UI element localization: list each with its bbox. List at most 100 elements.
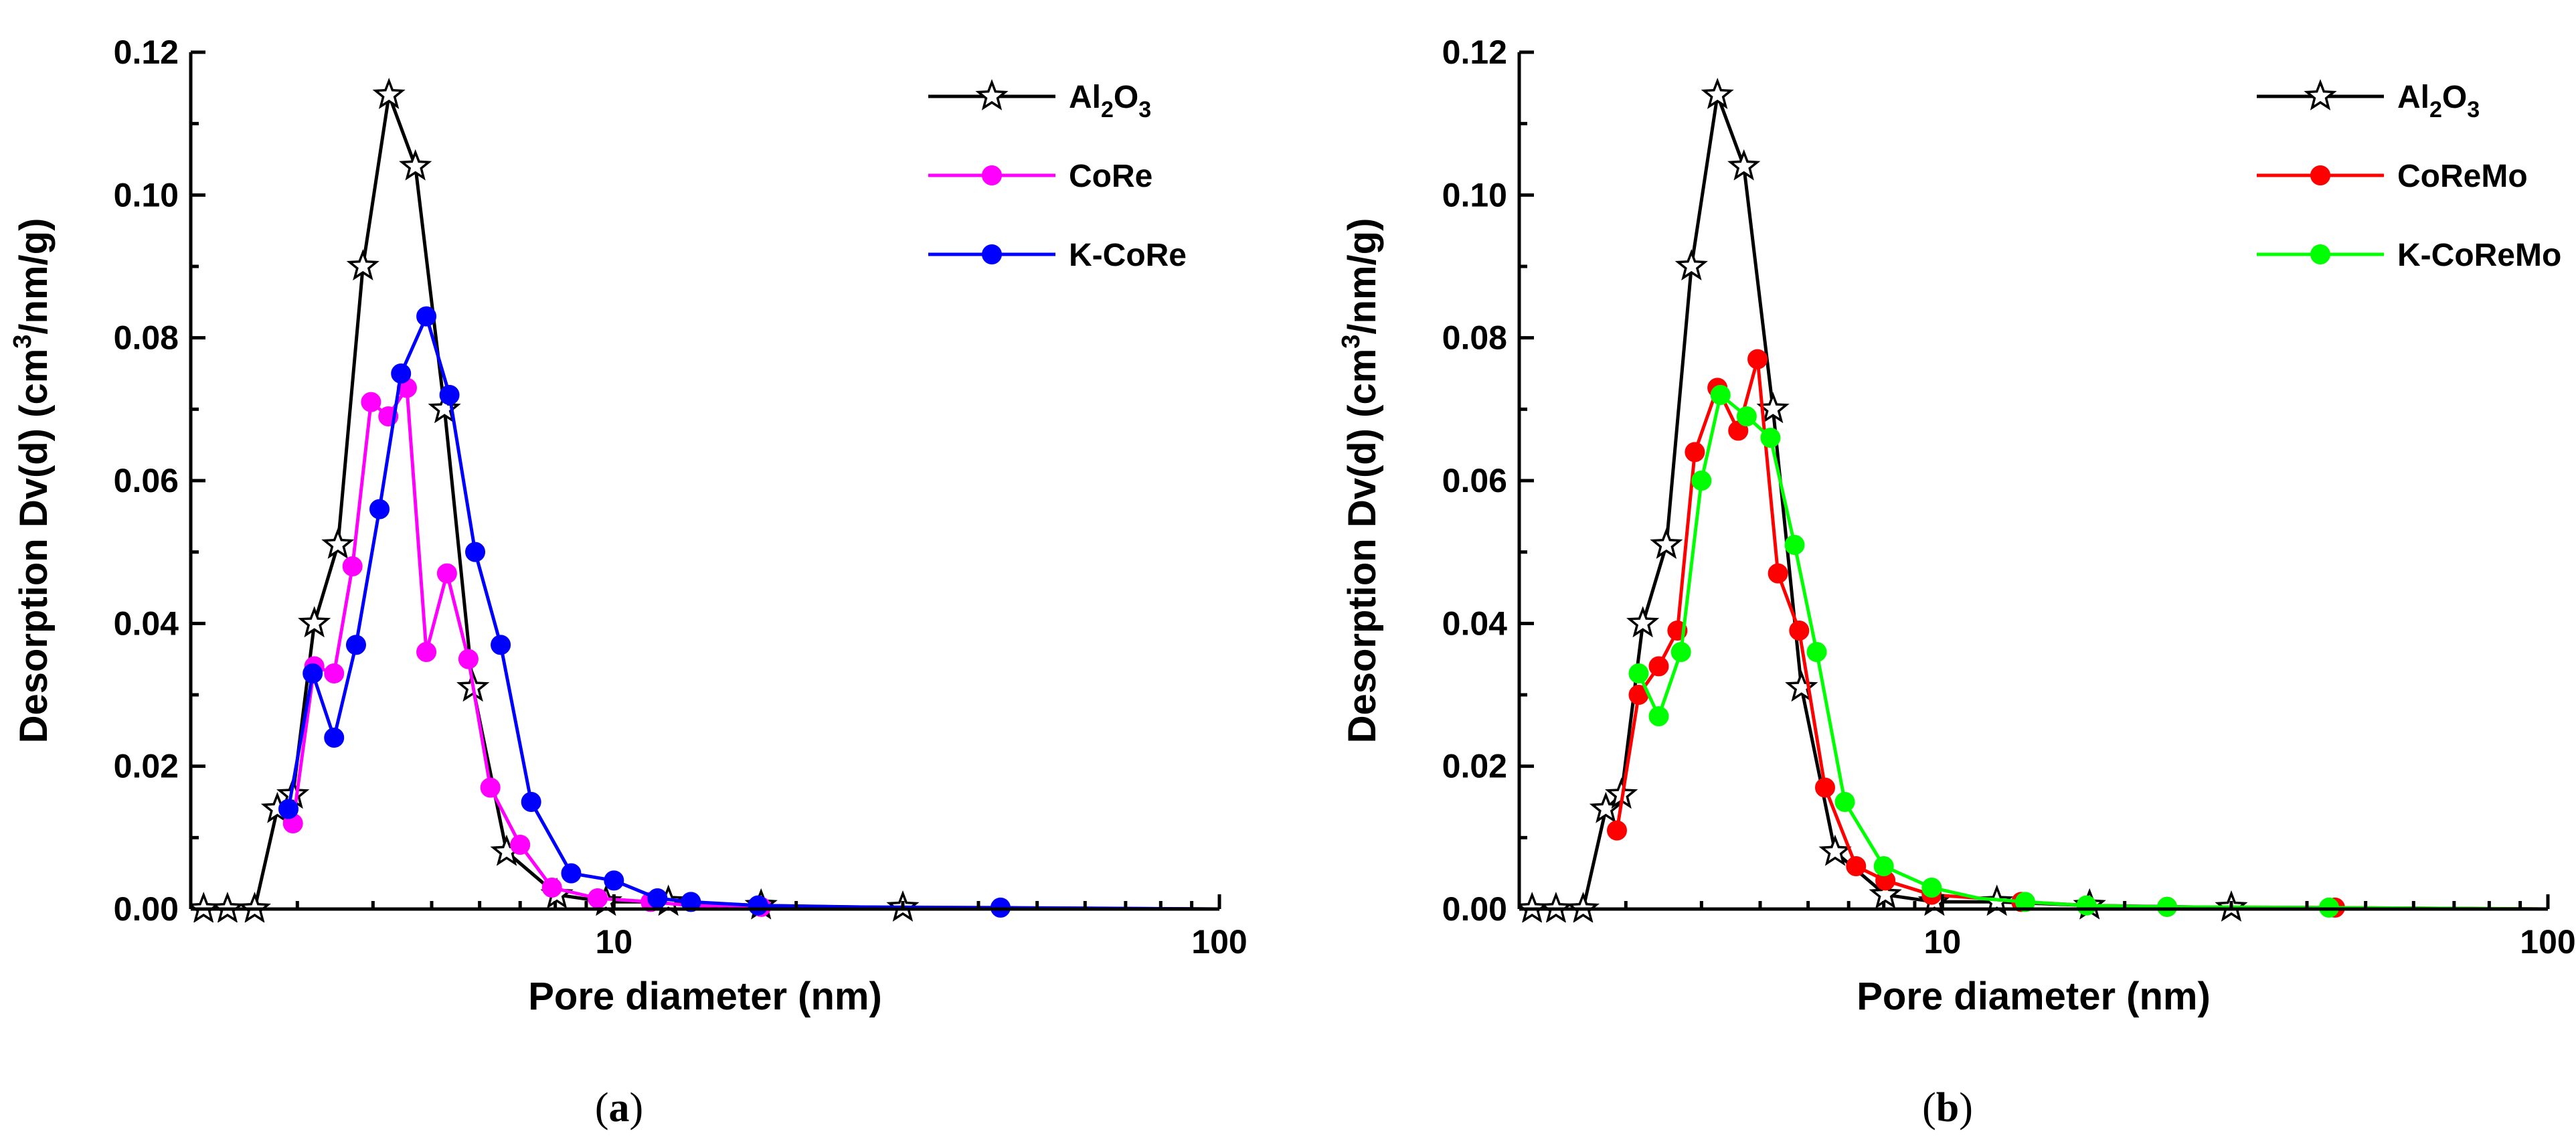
data-point-k-core [521,792,541,812]
data-point-k-coremo [1670,642,1691,662]
x-axis-title: Pore diameter (nm) [1857,975,2211,1018]
data-point-core [436,563,457,584]
series-line-k-coremo [1637,393,2548,911]
series-core [282,378,1219,917]
legend-label: CoRe [1069,159,1152,194]
x-tick-label: 10 [596,923,633,961]
y-tick-label: 0.00 [1442,890,1507,928]
data-point-coremo [1606,820,1627,841]
data-point-k-coremo [1834,792,1855,812]
data-point-k-core [278,799,298,819]
data-point-k-coremo [1784,535,1805,555]
y-tick-label: 0.12 [1442,33,1507,71]
data-point-al2o3 [1626,606,1660,638]
data-point-core [416,642,437,662]
legend-label: Al2O3 [1069,80,1151,122]
y-tick-label: 0.12 [114,33,179,71]
data-point-k-core [604,870,624,891]
legend-item-al2o3: Al2O3 [928,79,1151,122]
y-tick-label: 0.04 [1442,604,1508,642]
data-point-k-coremo [1710,385,1731,405]
data-point-k-coremo [1691,471,1712,491]
data-point-k-core [647,888,668,908]
data-point-al2o3 [428,392,461,424]
data-point-core [510,835,531,855]
data-point-k-core [416,306,437,327]
panel-label: (a) [595,1085,643,1131]
data-point-core [541,878,562,898]
series-line-al2o3 [1532,93,2548,911]
data-point-al2o3 [1727,149,1761,181]
y-tick-label: 0.10 [114,176,179,214]
legend-marker [975,79,1009,110]
data-point-coremo [1768,563,1788,584]
data-point-k-coremo [1806,642,1827,662]
series-line-k-core [286,315,1219,911]
data-point-k-coremo [1921,878,1942,898]
x-tick-label: 10 [1924,923,1962,961]
legend: Al2O3 CoReMo K-CoReMo [2257,79,2561,273]
data-point-k-coremo [1736,406,1757,426]
data-point-al2o3 [346,249,379,280]
legend-label: CoReMo [2397,159,2528,194]
data-point-al2o3 [372,78,406,109]
data-point-k-coremo [1873,856,1894,876]
y-axis-title: Desorption Dv(d) (cm3/nm/g) [1337,218,1384,744]
legend-marker [2304,79,2337,110]
chart-panel-b: 0.00 0.02 0.04 0.06 0.08 0.10 0.12 10 100 Pore di… [1337,33,2576,1131]
y-tick-label: 0.06 [1442,462,1507,499]
y-axis-title: Desorption Dv(d) (cm3/nm/g) [9,218,56,744]
data-point-k-core [369,499,390,519]
data-point-core [480,777,501,798]
y-tick-label: 0.08 [114,319,179,357]
data-point-core [342,556,363,576]
legend-marker [982,244,1002,264]
data-point-k-core [748,895,768,916]
data-point-k-coremo [1760,428,1781,448]
y-tick-label: 0.06 [114,462,179,499]
x-tick-label: 100 [1191,923,1247,961]
series-al2o3 [1519,78,2548,922]
data-point-k-core [491,635,511,655]
series-k-coremo [1628,385,2548,918]
data-point-k-core [681,892,701,912]
legend-item-core: CoRe [928,159,1152,194]
data-point-k-core [345,635,366,655]
y-tick-label: 0.02 [114,748,179,785]
legend-label: K-CoRe [1069,238,1187,273]
data-point-core [588,888,608,908]
y-tick-label: 0.00 [114,890,179,928]
series-coremo [1606,349,2548,918]
y-tick-label: 0.10 [1442,176,1507,214]
x-axis-title: Pore diameter (nm) [528,975,882,1018]
data-point-coremo [1685,442,1705,463]
data-point-coremo [1789,621,1810,641]
data-point-al2o3 [1650,527,1683,559]
data-point-k-coremo [2157,896,2178,917]
data-point-coremo [1747,349,1768,370]
data-point-k-core [439,385,460,405]
data-point-k-core [324,728,345,748]
x-tick-label: 100 [2520,923,2575,961]
legend-marker [2310,244,2330,264]
data-point-k-core [561,863,582,884]
chart-panel-a: 0.00 0.02 0.04 0.06 0.08 0.10 0.12 10 100 Pore di… [9,33,1248,1131]
legend-marker [2310,165,2330,185]
data-point-k-core [391,363,412,384]
data-point-k-coremo [1648,706,1669,726]
data-point-k-coremo [2076,895,2097,916]
data-point-coremo [1648,656,1669,677]
legend-label: Al2O3 [2397,80,2480,122]
data-point-al2o3 [298,606,331,638]
legend-item-k-coremo: K-CoReMo [2257,238,2561,273]
data-point-coremo [1846,856,1867,876]
data-point-core [458,649,479,669]
y-tick-label: 0.02 [1442,748,1507,785]
data-point-k-core [303,663,323,683]
data-point-core [361,392,381,412]
data-point-al2o3 [1818,834,1852,866]
series-line-al2o3 [203,93,1219,911]
data-point-al2o3 [1675,249,1708,280]
data-point-core [324,663,345,683]
